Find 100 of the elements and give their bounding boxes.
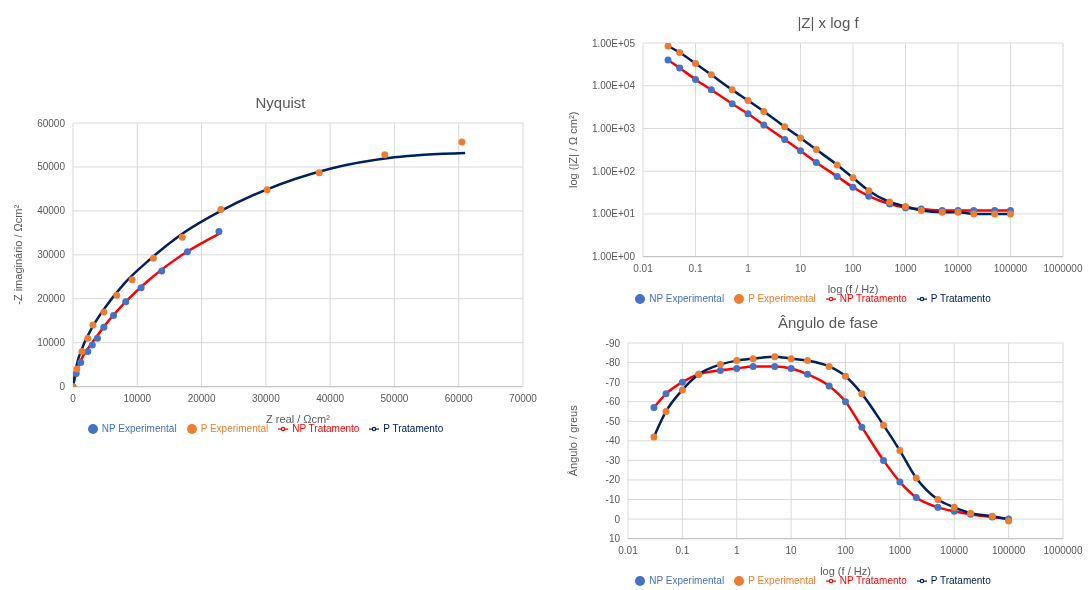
x-tick-label: 40000	[316, 392, 345, 404]
y-tick-label: 40000	[37, 205, 66, 217]
y-tick-label: 1.00E+00	[591, 251, 636, 263]
x-tick-label: 1000	[888, 544, 912, 556]
point	[100, 323, 108, 331]
point	[78, 347, 86, 355]
point	[771, 362, 779, 370]
y-tick-label: 1.00E+05	[591, 37, 636, 49]
point	[692, 60, 699, 68]
y-tick-label: -60	[605, 396, 621, 408]
x-tick-label: 100000	[991, 544, 1026, 556]
point	[865, 187, 873, 195]
x-tick-label: 10000	[940, 544, 969, 556]
y-tick-label: 10000	[37, 337, 66, 349]
y-axis-title: log (|Z| / Ω cm²)	[566, 111, 579, 188]
legend-label: P Experimental	[748, 574, 816, 586]
x-tick-label: 0	[70, 392, 77, 404]
point	[880, 456, 888, 464]
point	[178, 233, 186, 241]
x-tick-label: 20000	[187, 392, 216, 404]
x-tick-label: 0.01	[633, 262, 654, 274]
chart-title: |Z| x log f	[796, 13, 860, 33]
point	[315, 169, 323, 177]
point	[825, 382, 833, 390]
x-tick-label: 100000	[993, 262, 1028, 274]
y-axis-title: Ângulo / greus	[566, 404, 579, 477]
y-tick-label: 1.00E+04	[591, 80, 636, 92]
point	[865, 192, 873, 200]
point	[825, 362, 833, 370]
point	[744, 110, 752, 118]
point	[744, 97, 752, 105]
point	[93, 334, 101, 342]
point	[733, 357, 741, 365]
point	[842, 372, 849, 380]
point	[934, 496, 942, 504]
point	[183, 248, 191, 256]
point	[662, 407, 670, 415]
x-tick-label: 0.01	[618, 544, 639, 556]
y-tick-label: 1.00E+01	[591, 208, 636, 220]
point	[833, 161, 841, 169]
point	[692, 75, 699, 83]
point	[77, 358, 85, 366]
point	[896, 447, 904, 455]
y-tick-label: 20000	[37, 293, 66, 305]
point	[158, 267, 166, 275]
x-tick-label: 10000	[944, 262, 973, 274]
x-tick-label: 1000000	[1043, 544, 1083, 556]
point	[950, 503, 958, 511]
x-tick-label: 0.1	[688, 262, 703, 274]
x-tick-label: 1	[733, 544, 740, 556]
x-tick-label: 0.1	[675, 544, 690, 556]
point	[781, 136, 789, 144]
x-tick-label: 10000	[123, 392, 152, 404]
point	[678, 378, 686, 386]
x-tick-label: 70000	[509, 392, 538, 404]
y-tick-label: 30000	[37, 249, 66, 261]
y-tick-label: 60000	[37, 117, 66, 129]
y-tick-label: -80	[605, 357, 621, 369]
point	[797, 134, 804, 142]
y-tick-label: 0	[614, 513, 621, 525]
point	[842, 398, 849, 406]
y-tick-label: 1.00E+02	[591, 165, 636, 177]
chart-title: Nyquist	[254, 93, 307, 113]
legend-label: NP Experimental	[649, 292, 725, 304]
legend-label: P Experimental	[748, 292, 816, 304]
point	[88, 341, 96, 349]
legend-label: P Experimental	[200, 422, 269, 434]
point	[676, 64, 684, 72]
point	[217, 206, 225, 214]
y-tick-label: 10	[608, 533, 621, 545]
point	[662, 390, 670, 398]
point	[149, 254, 157, 262]
point	[896, 478, 904, 486]
x-tick-label: 100	[837, 544, 855, 556]
legend-label: P Tratamento	[383, 422, 444, 434]
x-axis-title: log (f / Hz)	[827, 282, 879, 295]
point	[849, 183, 857, 191]
legend-label: P Tratamento	[930, 574, 991, 586]
point	[89, 321, 97, 329]
point	[833, 173, 841, 181]
point	[110, 311, 117, 319]
point	[733, 364, 741, 372]
point	[84, 347, 92, 355]
y-tick-label: 1.00E+03	[591, 123, 636, 135]
point	[113, 291, 121, 299]
point	[678, 386, 686, 394]
point	[797, 147, 804, 155]
y-tick-label: -70	[605, 376, 621, 388]
y-tick-label: 0	[59, 381, 66, 393]
point	[728, 100, 736, 108]
y-axis-title: -Z imaginário / Ωcm²	[11, 204, 24, 305]
point	[137, 284, 145, 292]
point	[787, 355, 795, 363]
point	[73, 365, 81, 373]
x-tick-label: 60000	[444, 392, 474, 404]
point	[381, 151, 389, 159]
point	[787, 364, 795, 372]
point	[771, 353, 779, 361]
x-tick-label: 10	[785, 544, 798, 556]
point	[100, 308, 108, 316]
